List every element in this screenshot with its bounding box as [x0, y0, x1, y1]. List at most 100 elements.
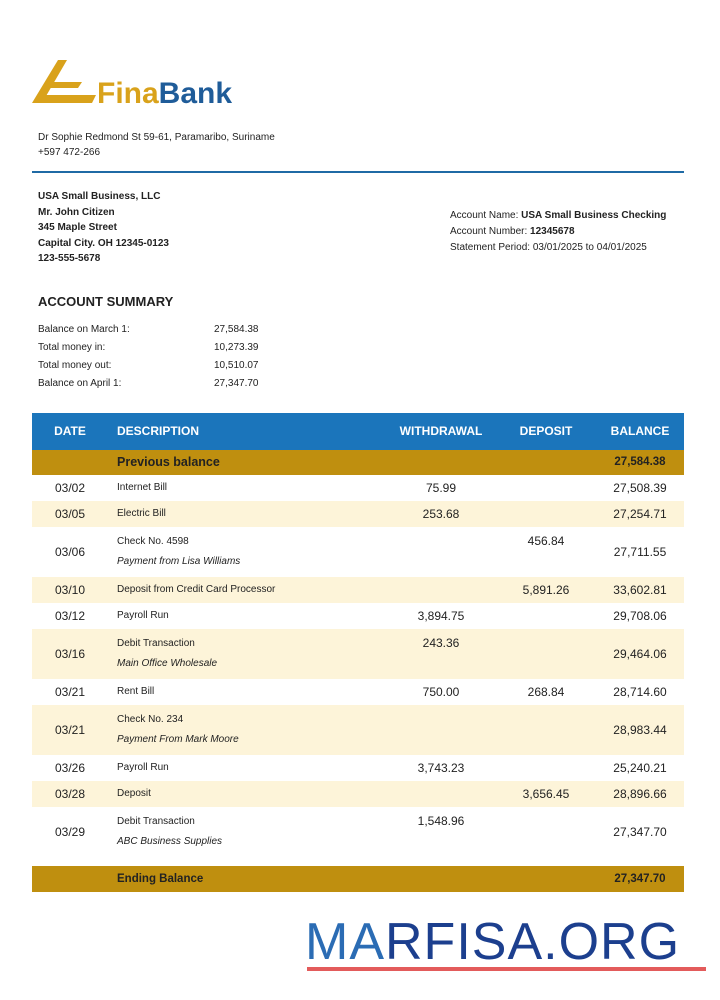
closing-row — [32, 866, 684, 892]
balance: 28,714.60 — [613, 685, 667, 699]
summary-title: ACCOUNT SUMMARY — [38, 294, 174, 309]
description-note: Payment from Lisa Williams — [117, 556, 241, 567]
date: 03/29 — [54, 825, 86, 839]
watermark-underline — [307, 967, 706, 971]
customer-line: 345 Maple Street — [38, 222, 117, 233]
date: 03/26 — [54, 761, 86, 775]
label: Statement Period: — [450, 242, 531, 253]
description-note: Main Office Wholesale — [117, 658, 218, 669]
logo-text: FinaBank — [97, 77, 232, 110]
label: Account Name: — [450, 210, 519, 221]
column-header: DATE — [54, 424, 86, 438]
summary-value: 10,510.07 — [214, 360, 259, 371]
withdrawal: 750.00 — [422, 685, 460, 699]
column-header: BALANCE — [610, 424, 670, 438]
deposit: 3,656.45 — [522, 787, 570, 801]
closing-balance: 27,347.70 — [614, 873, 666, 885]
deposit: 456.84 — [527, 534, 565, 548]
transaction-row — [32, 807, 684, 857]
description: Debit Transaction — [117, 638, 195, 649]
balance: 33,602.81 — [613, 583, 667, 597]
description: Check No. 4598 — [117, 536, 189, 547]
summary-value: 27,584.38 — [214, 324, 259, 335]
logo-mark — [40, 95, 96, 103]
summary-label: Total money out: — [38, 360, 112, 371]
description: Internet Bill — [117, 482, 168, 493]
logo-bank: Bank — [159, 77, 233, 110]
description: Rent Bill — [117, 686, 155, 697]
opening-label: Previous balance — [117, 455, 220, 469]
column-header: DEPOSIT — [519, 424, 573, 438]
transaction-row — [32, 705, 684, 755]
transaction-row — [32, 755, 684, 781]
summary-value: 27,347.70 — [214, 378, 259, 389]
transaction-row — [32, 781, 684, 807]
value: 12345678 — [530, 226, 575, 237]
summary-label: Total money in: — [38, 342, 106, 353]
opening-balance: 27,584.38 — [614, 456, 666, 468]
date: 03/06 — [54, 545, 86, 559]
balance: 27,508.39 — [613, 481, 667, 495]
date: 03/12 — [54, 609, 86, 623]
date: 03/21 — [54, 723, 86, 737]
logo-mark — [32, 60, 67, 103]
description: Deposit — [117, 788, 151, 799]
date: 03/05 — [54, 507, 86, 521]
customer-line: Capital City. OH 12345-0123 — [38, 237, 169, 249]
balance: 27,254.71 — [613, 507, 667, 521]
withdrawal: 243.36 — [422, 636, 460, 650]
withdrawal: 75.99 — [425, 481, 457, 495]
column-header: DESCRIPTION — [117, 424, 200, 438]
account-name: Account Name: USA Small Business Checkin… — [450, 208, 666, 224]
deposit: 5,891.26 — [522, 583, 570, 597]
logo: FinaBank — [32, 60, 232, 110]
transaction-row — [32, 629, 684, 679]
account-number: Account Number: 12345678 — [450, 224, 575, 240]
watermark-part: RFISA.ORG — [385, 913, 681, 971]
transaction-row — [32, 603, 684, 629]
description-note: Payment From Mark Moore — [117, 734, 239, 745]
closing-label: Ending Balance — [117, 873, 204, 885]
customer-line: USA Small Business, LLC — [38, 191, 161, 202]
date: 03/16 — [54, 647, 86, 661]
divider — [32, 171, 684, 173]
logo-fina: Fina — [97, 77, 159, 110]
balance: 25,240.21 — [613, 761, 667, 775]
description: Deposit from Credit Card Processor — [117, 584, 276, 595]
balance: 27,347.70 — [613, 825, 667, 839]
customer-line: 123-555-5678 — [38, 253, 101, 264]
description: Payroll Run — [117, 762, 169, 773]
withdrawal: 1,548.96 — [417, 814, 465, 828]
description-note: ABC Business Supplies — [117, 836, 223, 847]
transaction-row — [32, 475, 684, 501]
withdrawal: 3,894.75 — [417, 609, 465, 623]
balance: 28,983.44 — [613, 723, 667, 737]
transaction-row — [32, 577, 684, 603]
transaction-row — [32, 527, 684, 577]
summary-value: 10,273.39 — [214, 342, 259, 353]
table-header — [32, 413, 684, 450]
label: Account Number: — [450, 226, 528, 237]
address: Dr Sophie Redmond St 59-61, Paramaribo, … — [38, 132, 275, 143]
balance: 29,708.06 — [613, 609, 667, 623]
phone: +597 472-266 — [38, 147, 101, 158]
watermark-part: MA — [305, 913, 385, 971]
date: 03/10 — [54, 583, 86, 597]
description: Debit Transaction — [117, 816, 195, 827]
column-header: WITHDRAWAL — [399, 424, 483, 438]
balance: 29,464.06 — [613, 647, 667, 661]
statement-period: Statement Period: 03/01/2025 to 04/01/20… — [450, 240, 647, 256]
opening-row — [32, 450, 684, 475]
value: USA Small Business Checking — [521, 210, 667, 221]
balance: 28,896.66 — [613, 787, 667, 801]
withdrawal: 3,743.23 — [417, 761, 465, 775]
deposit: 268.84 — [527, 685, 565, 699]
balance: 27,711.55 — [613, 545, 667, 559]
description: Electric Bill — [117, 508, 166, 519]
description: Check No. 234 — [117, 714, 184, 725]
watermark: MARFISA.ORG — [305, 914, 680, 970]
withdrawal: 253.68 — [422, 507, 460, 521]
summary-label: Balance on March 1: — [38, 324, 130, 335]
description: Payroll Run — [117, 610, 169, 621]
